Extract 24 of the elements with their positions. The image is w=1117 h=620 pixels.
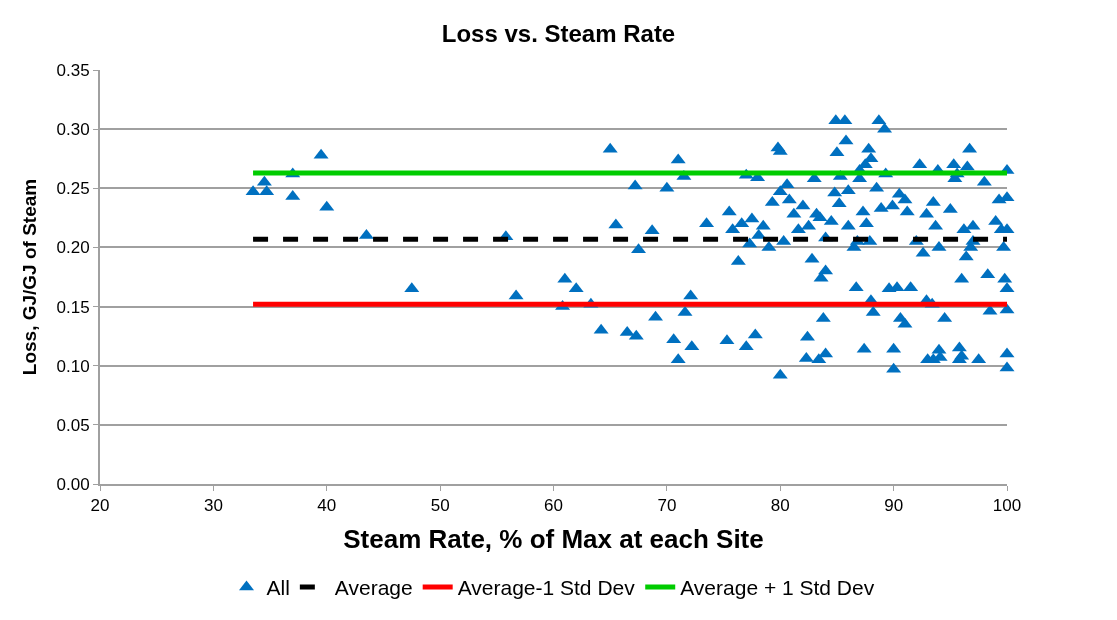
x-tick-label: 50	[430, 496, 450, 516]
y-tick-label: 0.30	[56, 120, 90, 140]
legend-label: Average	[334, 576, 413, 600]
y-tick-label: 0.15	[56, 297, 90, 317]
x-axis-title: Steam Rate, % of Max at each Site	[343, 523, 764, 554]
legend-label: Average + 1 Std Dev	[680, 576, 875, 600]
x-tick-label: 30	[203, 496, 223, 516]
x-tick-label: 70	[657, 496, 677, 516]
x-tick-label: 20	[90, 496, 110, 516]
x-tick-label: 60	[544, 496, 563, 516]
x-tick-label: 90	[884, 496, 904, 516]
y-axis-title: Loss, GJ/GJ of Steam	[18, 178, 40, 376]
y-tick-label: 0.20	[56, 238, 90, 258]
legend-label: Average-1 Std Dev	[457, 576, 636, 600]
x-tick-label: 40	[317, 496, 337, 516]
y-tick-label: 0.00	[56, 474, 90, 494]
x-tick-label: 80	[770, 496, 790, 516]
y-tick-label: 0.25	[56, 179, 90, 199]
legend-label: All	[266, 576, 290, 600]
y-tick-label: 0.05	[56, 415, 90, 435]
y-tick-label: 0.35	[56, 60, 90, 80]
x-tick-label: 100	[992, 496, 1022, 516]
y-tick-label: 0.10	[56, 356, 90, 376]
chart-title: Loss vs. Steam Rate	[441, 19, 676, 47]
